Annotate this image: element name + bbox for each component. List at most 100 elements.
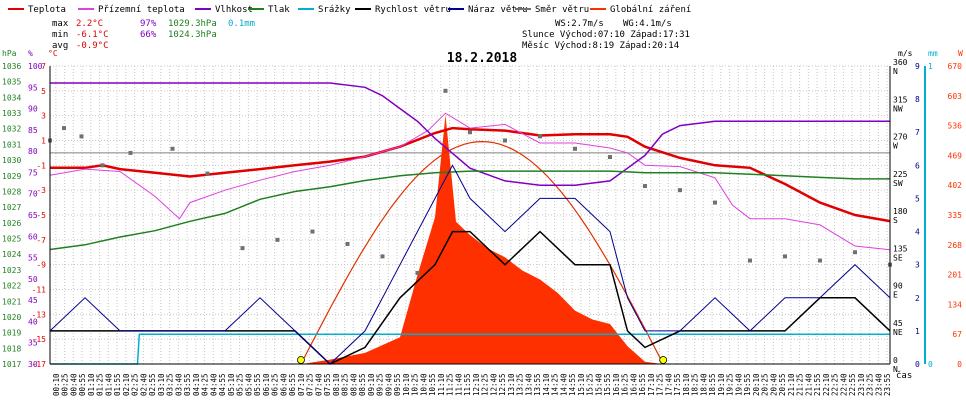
x-tick-label: 18:40 (699, 373, 708, 396)
wind-direction-point (643, 184, 647, 189)
stat-avg-temp: -0.9°C (76, 41, 109, 51)
x-tick-label: 20:40 (769, 373, 778, 396)
tick-label: 315 (893, 95, 908, 104)
tick-label: -3 (36, 186, 46, 195)
x-tick-label: 02:55 (148, 373, 157, 396)
x-tick-label: 10:40 (419, 373, 428, 396)
tick-label: -7 (36, 236, 46, 245)
direction-label: E (893, 291, 898, 300)
x-tick-label: 09:40 (384, 373, 393, 396)
x-tick-label: 15:55 (603, 373, 612, 396)
tick-label: 1 (928, 62, 933, 71)
tick-label: 180 (893, 207, 908, 216)
tick-label: 1022 (2, 282, 21, 291)
x-tick-label: 08:10 (332, 373, 341, 396)
chart-title: 18.2.2018 (447, 51, 518, 66)
tick-label: 60 (28, 232, 38, 241)
legend-label: Náraz větru (468, 5, 528, 15)
x-tick-label: 01:55 (113, 373, 122, 396)
tick-label: 4 (915, 228, 920, 237)
tick-label: 0 (928, 360, 933, 369)
x-tick-label: 23:25 (866, 373, 875, 396)
stat-max-press: 1029.3hPa (168, 19, 217, 29)
tick-label: 135 (893, 244, 908, 253)
series-line (49, 164, 891, 365)
sunrise-marker (297, 356, 305, 364)
x-tick-label: 03:40 (174, 373, 183, 396)
wind-direction-point (205, 171, 210, 176)
tick-label: -17 (32, 360, 47, 369)
x-tick-label: 06:10 (262, 373, 271, 396)
wind-direction-point (380, 254, 385, 259)
x-tick-label: 19:25 (726, 373, 735, 396)
tick-label: 85 (28, 126, 38, 135)
x-tick-label: 06:55 (288, 373, 297, 396)
series-line (50, 82, 890, 186)
x-tick-label: 01:40 (104, 373, 113, 396)
x-tick-label: 08:25 (341, 373, 350, 396)
tick-label: 1028 (2, 187, 21, 196)
x-tick-label: 16:25 (621, 373, 630, 396)
wind-direction-point (275, 237, 280, 242)
series-line (49, 112, 891, 251)
tick-label: -9 (36, 261, 46, 270)
x-tick-label: 05:40 (244, 373, 253, 396)
tick-label: 469 (948, 151, 963, 160)
legend: Teplota Přízemní teplota Vlhkost Tlak Srážky… (8, 5, 691, 15)
x-tick-label: 20:25 (761, 373, 770, 396)
axis-unit-label: mm (928, 49, 938, 58)
tick-label: 1021 (2, 297, 21, 306)
tick-label: 3 (915, 261, 920, 270)
tick-label: 95 (28, 83, 38, 92)
legend-label: Přízemní teplota (98, 5, 185, 15)
tick-label: 65 (28, 211, 38, 220)
x-tick-label: 17:10 (647, 373, 656, 396)
x-tick-label: 19:10 (717, 373, 726, 396)
stat-min-hum: 66% (140, 30, 157, 40)
x-tick-label: 01:10 (87, 373, 96, 396)
legend-label: Tlak (268, 5, 290, 15)
wind-direction-point (538, 134, 542, 139)
stat-max-hum: 97% (140, 19, 157, 29)
x-tick-label: 09:25 (376, 373, 385, 396)
wind-direction-point (818, 258, 822, 263)
wind-direction-point (748, 258, 752, 263)
tick-label: 0 (957, 360, 962, 369)
wind-direction-point (678, 188, 682, 193)
tick-label: 6 (915, 161, 920, 170)
stat-max-label: max (52, 19, 69, 29)
x-tick-label: 16:40 (629, 373, 638, 396)
tick-label: -11 (32, 286, 47, 295)
tick-label: 1027 (2, 203, 21, 212)
x-tick-label: 02:25 (131, 373, 140, 396)
x-tick-label: 20:55 (778, 373, 787, 396)
x-tick-label: 04:55 (218, 373, 227, 396)
x-tick-label: 14:55 (568, 373, 577, 396)
tick-label: 90 (893, 282, 903, 291)
x-tick-label: 11:10 (437, 373, 446, 396)
wind-direction-point (573, 146, 577, 151)
sunset-marker (659, 356, 668, 364)
series-line (50, 126, 891, 223)
x-tick-label: 00:55 (78, 373, 87, 396)
tick-label: 1029 (2, 172, 21, 181)
legend-label: Rychlost větru (375, 5, 451, 15)
series-radiation (302, 114, 663, 365)
tick-label: 5 (915, 194, 920, 203)
x-tick-label: 01:25 (96, 373, 105, 396)
wind-direction-point (240, 246, 245, 251)
info-moon: Měsíc Východ:8:19 Západ:20:14 (522, 41, 679, 51)
x-tick-label: 22:40 (839, 373, 848, 396)
x-tick-label: 17:25 (656, 373, 665, 396)
x-tick-label: 07:25 (306, 373, 315, 396)
info-ws: WS:2.7m/s (555, 19, 604, 29)
tick-label: 1031 (2, 140, 21, 149)
direction-label: W (893, 142, 898, 151)
x-tick-label: 23:40 (874, 373, 883, 396)
tick-label: 134 (948, 300, 963, 309)
tick-label: 268 (948, 241, 963, 250)
direction-label: S (893, 216, 898, 225)
x-tick-label: 03:10 (157, 373, 166, 396)
stat-min-label: min (52, 30, 68, 40)
tick-label: 1036 (2, 62, 21, 71)
